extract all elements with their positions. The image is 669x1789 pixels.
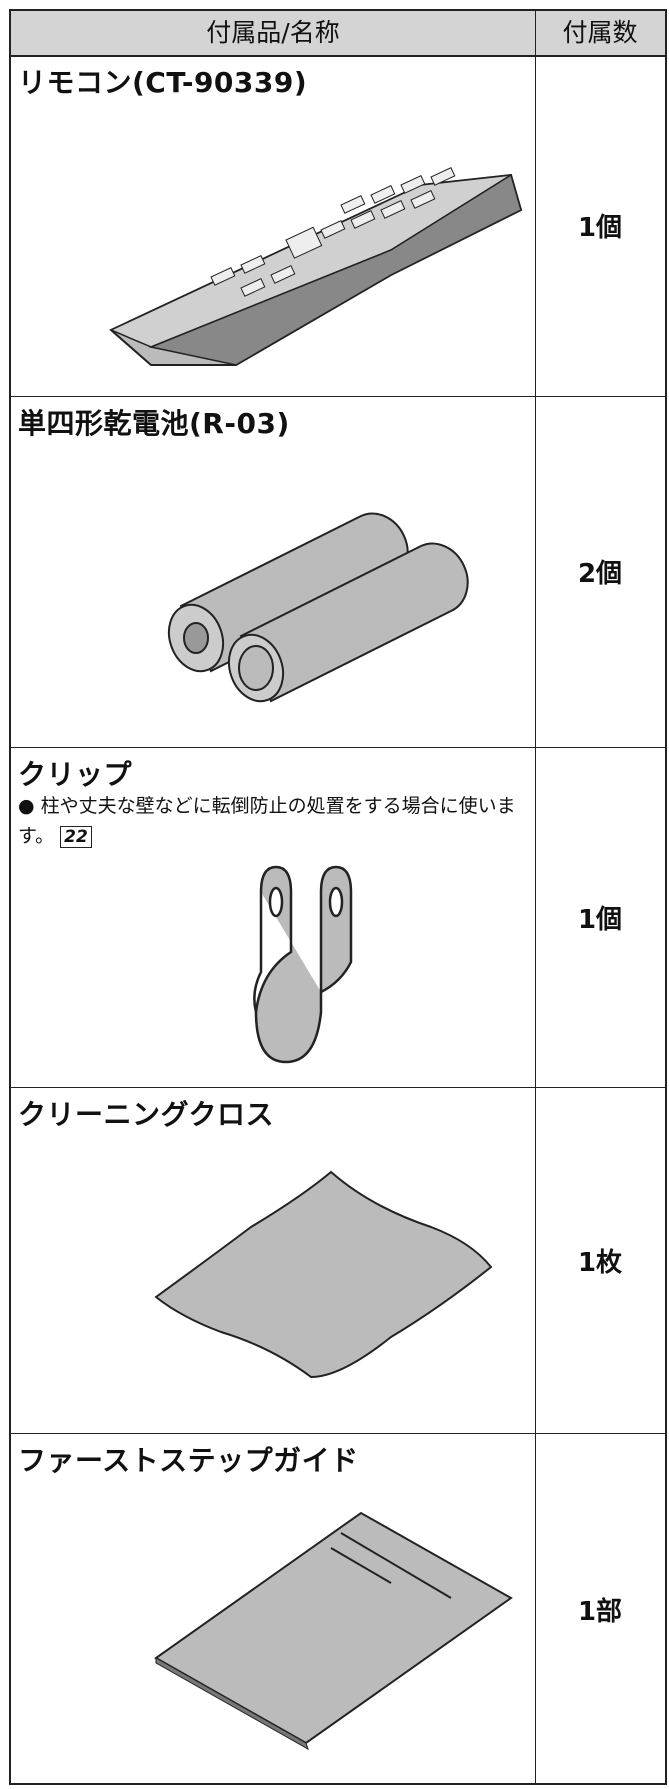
cloth-illustration <box>154 1170 493 1379</box>
row-clip: クリップ 1個 ● 柱や丈夫な壁などに転倒防止の処置をする場合に使います。 22 <box>11 747 665 1088</box>
item-count: 1部 <box>577 1596 623 1627</box>
item-name: 単四形乾電池(R-03) <box>18 407 290 440</box>
header-count: 付属数 <box>562 18 638 47</box>
item-count: 1個 <box>577 904 623 935</box>
table-header: 付属品/名称 付属数 <box>11 11 665 57</box>
row-guide: ファーストステップガイド 1部 <box>11 1433 665 1785</box>
note-text: 柱や丈夫な壁などに転倒防止の処置をする場合に使います。 <box>18 795 516 847</box>
item-count: 1個 <box>577 213 623 243</box>
row-cloth: クリーニングクロス 1枚 <box>11 1087 665 1434</box>
accessory-table: 付属品/名称 付属数 リモコン(CT-90339) 1個 単四形乾電池(R-03… <box>9 9 667 1785</box>
battery-illustration <box>167 512 469 703</box>
page-reference[interactable]: 22 <box>60 826 92 848</box>
guide-illustration <box>154 1511 513 1751</box>
item-name: クリーニングクロス <box>18 1098 274 1131</box>
remote-illustration <box>109 167 523 366</box>
header-name: 付属品/名称 <box>206 18 340 47</box>
item-name: リモコン(CT-90339) <box>18 66 308 99</box>
item-count: 2個 <box>577 559 623 589</box>
item-note: ● 柱や丈夫な壁などに転倒防止の処置をする場合に使います。 22 <box>18 795 516 848</box>
column-divider <box>535 11 536 1783</box>
item-count: 1枚 <box>577 1247 623 1278</box>
item-name: ファーストステップガイド <box>18 1444 359 1477</box>
item-name: クリップ <box>18 758 133 791</box>
row-remote: リモコン(CT-90339) 1個 <box>11 55 665 397</box>
clip-illustration <box>253 865 353 1064</box>
row-battery: 単四形乾電池(R-03) 2個 <box>11 396 665 748</box>
